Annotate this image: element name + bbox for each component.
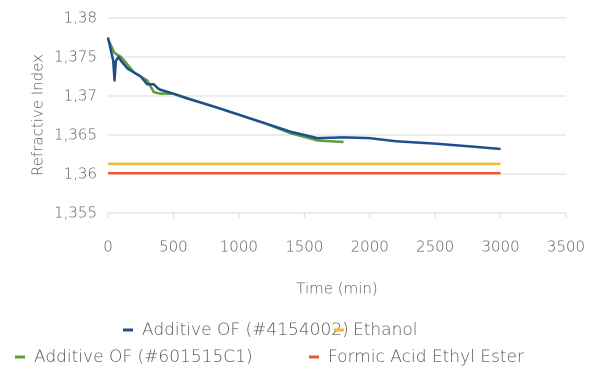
x-tick-label: 3500 <box>547 238 585 256</box>
x-tick-label: 2500 <box>416 238 454 256</box>
legend-label: Additive OF (#601515C1) <box>34 347 253 367</box>
legend-label: Ethanol <box>353 320 418 340</box>
x-tick-label: 0 <box>103 238 113 256</box>
y-tick-label: 1,38 <box>64 9 97 27</box>
x-tick-label: 1000 <box>220 238 258 256</box>
line-series <box>106 37 501 151</box>
y-tick-label: 1,36 <box>64 165 97 183</box>
x-axis-title: Time (min) <box>296 280 377 298</box>
y-tick-label: 1,365 <box>54 126 97 144</box>
y-tick-label: 1,37 <box>64 87 97 105</box>
x-tick-label: 3000 <box>481 238 519 256</box>
x-tick-label: 500 <box>159 238 188 256</box>
x-tick-label: 1500 <box>285 238 323 256</box>
legend-label: Additive OF (#4154002) <box>142 320 349 340</box>
y-axis-title: Refractive Index <box>29 54 47 176</box>
y-tick-label: 1,375 <box>54 48 97 66</box>
y-tick-label: 1,355 <box>54 204 97 222</box>
legend-label: Formic Acid Ethyl Ester <box>328 347 524 367</box>
line-series <box>106 38 344 144</box>
x-tick-label: 2000 <box>351 238 389 256</box>
